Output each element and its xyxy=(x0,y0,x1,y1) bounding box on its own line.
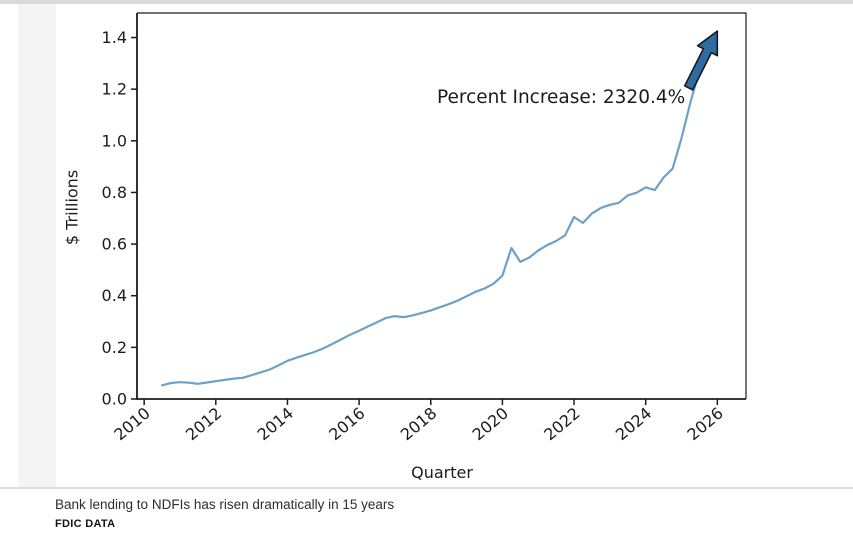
line-chart-canvas: 0.0 0.2 0.4 0.6 0.8 1.0 1.2 1.4 2010 2012 2014 2016… xyxy=(102,12,747,445)
figure-bottom-divider xyxy=(0,487,853,489)
y-tick-label: 1.2 xyxy=(102,80,127,99)
y-tick-label: 0.8 xyxy=(102,183,127,202)
left-margin-band xyxy=(18,4,56,488)
x-tick-label: 2024 xyxy=(612,404,655,445)
up-arrow-icon xyxy=(683,30,719,91)
y-tick-label: 1.0 xyxy=(102,131,127,150)
y-axis-title: $ Trillions xyxy=(62,169,82,246)
caption: Bank lending to NDFIs has risen dramatic… xyxy=(55,496,394,532)
x-tick-label: 2016 xyxy=(325,404,368,445)
page-top-divider xyxy=(0,0,853,4)
x-tick-label: 2014 xyxy=(254,404,297,445)
axes-spines xyxy=(136,13,746,400)
y-tick-label: 0.0 xyxy=(102,390,127,409)
x-tick-label: 2012 xyxy=(182,404,225,445)
plot-border xyxy=(137,12,747,399)
x-tick-label: 2018 xyxy=(397,404,440,445)
x-axis-title: Quarter xyxy=(411,463,473,482)
percent-increase-annotation: Percent Increase: 2320.4% xyxy=(437,87,686,108)
y-tick-label: 0.4 xyxy=(102,286,127,305)
x-tick-label: 2022 xyxy=(540,404,583,445)
lending-line-series xyxy=(161,69,701,387)
caption-source: FDIC DATA xyxy=(55,518,116,530)
y-tick-label: 1.4 xyxy=(102,28,127,47)
lending-chart-figure: 0.0 0.2 0.4 0.6 0.8 1.0 1.2 1.4 2010 2012 2014 2016… xyxy=(62,12,747,482)
caption-title: Bank lending to NDFIs has risen dramatic… xyxy=(55,497,395,512)
y-tick-label: 0.6 xyxy=(102,235,127,254)
y-tick-label: 0.2 xyxy=(102,338,127,357)
x-tick-label: 2020 xyxy=(469,404,512,445)
x-tick-label: 2010 xyxy=(110,404,153,445)
x-tick-label: 2026 xyxy=(684,404,727,445)
